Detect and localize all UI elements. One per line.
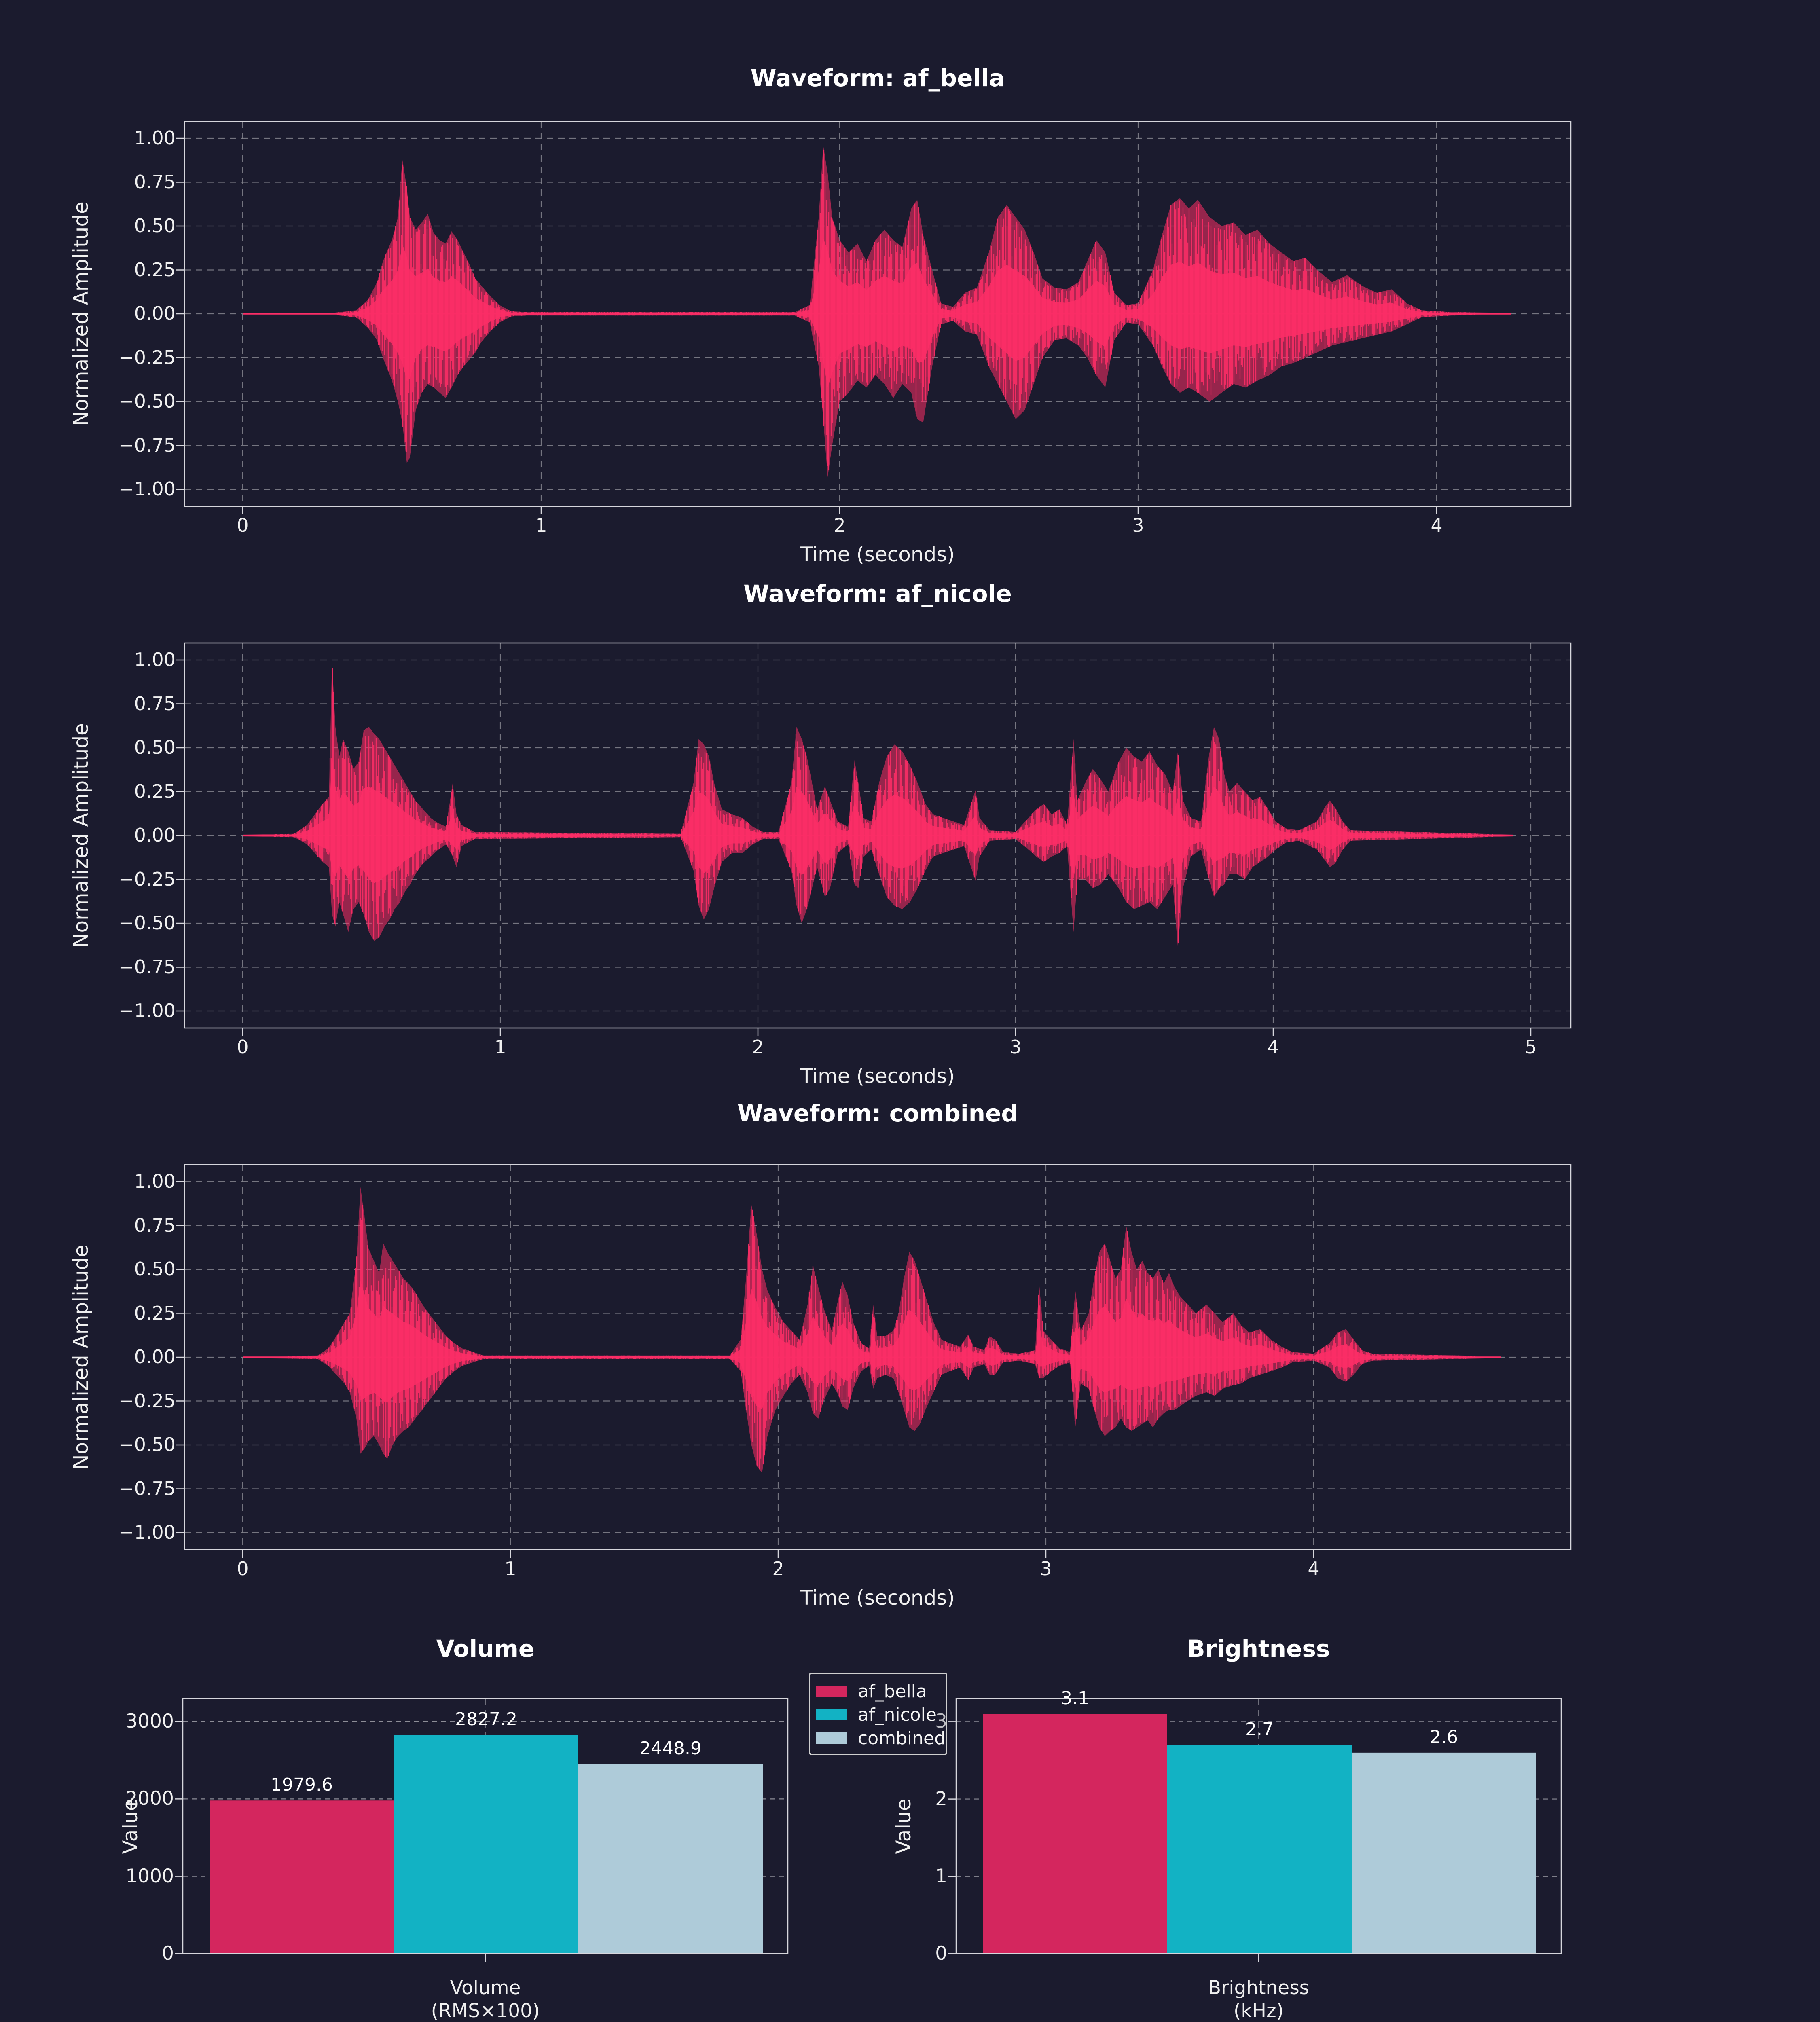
bar-value-label: 1979.6 <box>271 1775 333 1796</box>
x-axis-label: Time (seconds) <box>800 543 955 566</box>
category-label-line2: (kHz) <box>1234 2000 1284 2022</box>
x-tick-label: 5 <box>1525 1036 1537 1058</box>
legend-item-af_bella: af_bella <box>816 1679 946 1703</box>
x-tick-label: 0 <box>237 1558 249 1580</box>
category-label-line2: (RMS×100) <box>431 2000 540 2022</box>
y-tick-label: 1.00 <box>134 127 176 149</box>
y-tick-label: 0.50 <box>134 1258 176 1280</box>
category-label-line1: Volume <box>450 1977 521 1999</box>
y-tick-label: 0.50 <box>134 736 176 758</box>
y-tick-label: 0.25 <box>134 258 176 281</box>
y-tick-label: −0.75 <box>119 434 176 456</box>
x-tick-label: 2 <box>834 514 846 536</box>
bar-title-brightness: Brightness <box>1187 1635 1330 1662</box>
legend-swatch-combined <box>816 1732 847 1744</box>
y-axis-label: Normalized Amplitude <box>69 201 93 426</box>
x-tick-label: 0 <box>237 1036 249 1058</box>
legend-label-combined: combined <box>858 1728 946 1749</box>
y-tick-label: 0.00 <box>134 1346 176 1368</box>
y-tick-label: 0.50 <box>134 215 176 237</box>
waveform-plot-af_bella <box>176 121 1572 514</box>
x-tick-label: 1 <box>494 1036 506 1058</box>
x-tick-label: 0 <box>237 514 249 536</box>
y-tick-label: 3000 <box>125 1710 174 1733</box>
y-tick-label: 1 <box>935 1865 947 1887</box>
bar-value-label: 2827.2 <box>455 1709 517 1730</box>
y-tick-label: −1.00 <box>119 1000 176 1022</box>
legend-label-af_nicole: af_nicole <box>858 1704 937 1725</box>
x-tick-label: 4 <box>1431 514 1443 536</box>
waveform-title-combined: Waveform: combined <box>737 1100 1018 1127</box>
legend-label-af_bella: af_bella <box>858 1681 927 1702</box>
x-axis-label: Time (seconds) <box>800 1586 955 1610</box>
y-axis-label: Normalized Amplitude <box>69 1245 93 1470</box>
bar-title-volume: Volume <box>436 1635 535 1662</box>
category-label-line1: Brightness <box>1208 1977 1310 1999</box>
y-tick-label: 0 <box>935 1942 947 1965</box>
bar-value-label: 2.7 <box>1245 1719 1274 1740</box>
y-tick-label: −0.25 <box>119 1390 176 1412</box>
y-tick-label: −0.75 <box>119 956 176 978</box>
legend-swatch-af_bella <box>816 1686 847 1697</box>
y-tick-label: 2000 <box>125 1787 174 1810</box>
waveform-plot-af_nicole <box>176 642 1572 1036</box>
y-tick-label: 0.75 <box>134 692 176 715</box>
x-tick-label: 3 <box>1009 1036 1022 1058</box>
legend: af_bella af_nicole combined <box>809 1673 947 1755</box>
x-tick-label: 4 <box>1267 1036 1279 1058</box>
x-tick-label: 1 <box>504 1558 516 1580</box>
x-tick-label: 3 <box>1132 514 1144 536</box>
y-tick-label: −0.50 <box>119 912 176 934</box>
y-tick-label: 0 <box>162 1942 174 1965</box>
y-tick-label: −1.00 <box>119 478 176 500</box>
y-tick-label: 0.25 <box>134 780 176 802</box>
y-axis-label: Value <box>119 1798 142 1854</box>
waveform-title-af_bella: Waveform: af_bella <box>750 64 1005 92</box>
x-tick-label: 2 <box>772 1558 784 1580</box>
y-tick-label: −0.25 <box>119 868 176 890</box>
y-tick-label: 2 <box>935 1787 947 1810</box>
y-tick-label: −1.00 <box>119 1521 176 1543</box>
y-tick-label: 0.00 <box>134 824 176 846</box>
y-tick-label: 0.25 <box>134 1302 176 1324</box>
y-tick-label: 0.75 <box>134 1214 176 1236</box>
y-tick-label: 3 <box>935 1710 947 1733</box>
x-tick-label: 2 <box>752 1036 764 1058</box>
x-tick-label: 1 <box>535 514 547 536</box>
y-tick-label: 0.00 <box>134 302 176 324</box>
y-tick-label: −0.75 <box>119 1477 176 1500</box>
waveform-plot-combined <box>176 1164 1572 1558</box>
waveform-title-af_nicole: Waveform: af_nicole <box>743 580 1012 607</box>
x-axis-label: Time (seconds) <box>800 1064 955 1088</box>
x-tick-label: 4 <box>1308 1558 1320 1580</box>
bar-plot-volume <box>175 1698 789 1962</box>
y-tick-label: −0.25 <box>119 346 176 368</box>
y-tick-label: −0.50 <box>119 390 176 412</box>
bar-value-label: 3.1 <box>1061 1688 1089 1709</box>
bar-value-label: 2.6 <box>1430 1726 1458 1747</box>
y-tick-label: 1.00 <box>134 649 176 670</box>
legend-swatch-af_nicole <box>816 1709 847 1720</box>
y-axis-label: Normalized Amplitude <box>69 723 93 948</box>
y-tick-label: 1000 <box>125 1865 174 1887</box>
x-tick-label: 3 <box>1040 1558 1052 1580</box>
y-tick-label: 1.00 <box>134 1170 176 1192</box>
y-tick-label: −0.50 <box>119 1434 176 1455</box>
bar-value-label: 2448.9 <box>639 1738 702 1759</box>
bar-plot-brightness <box>948 1698 1562 1962</box>
legend-item-af_nicole: af_nicole <box>816 1703 946 1726</box>
legend-item-combined: combined <box>816 1726 946 1750</box>
y-tick-label: 0.75 <box>134 171 176 193</box>
